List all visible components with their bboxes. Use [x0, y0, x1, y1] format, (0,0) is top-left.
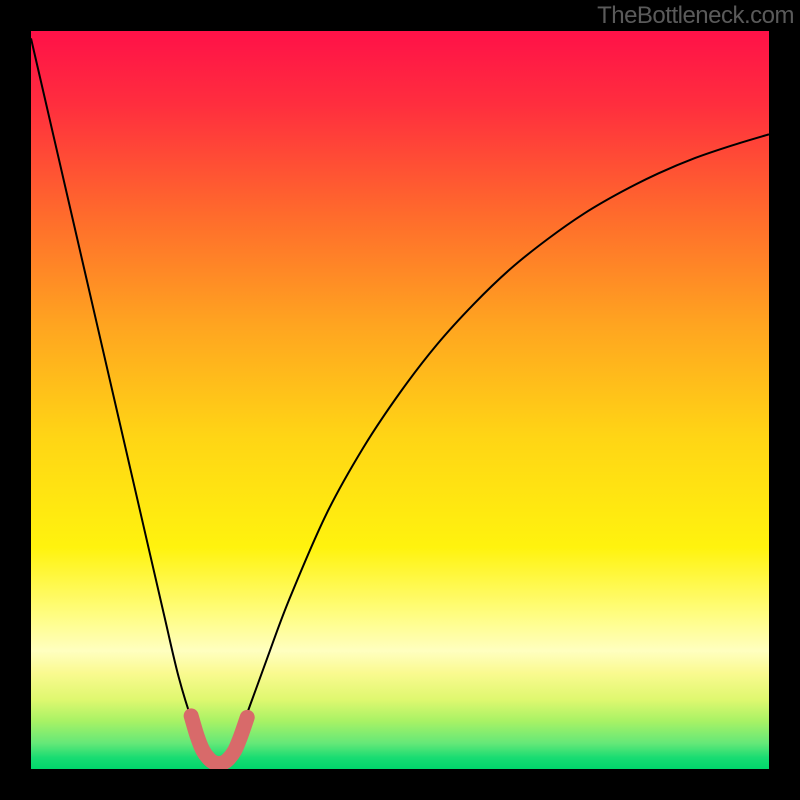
- curve-right-branch: [219, 134, 769, 769]
- chart-svg: [31, 31, 769, 769]
- watermark-text: TheBottleneck.com: [597, 0, 800, 30]
- curve-left-branch: [31, 38, 219, 769]
- valley-marker: [191, 716, 247, 764]
- plot-area: [31, 31, 769, 769]
